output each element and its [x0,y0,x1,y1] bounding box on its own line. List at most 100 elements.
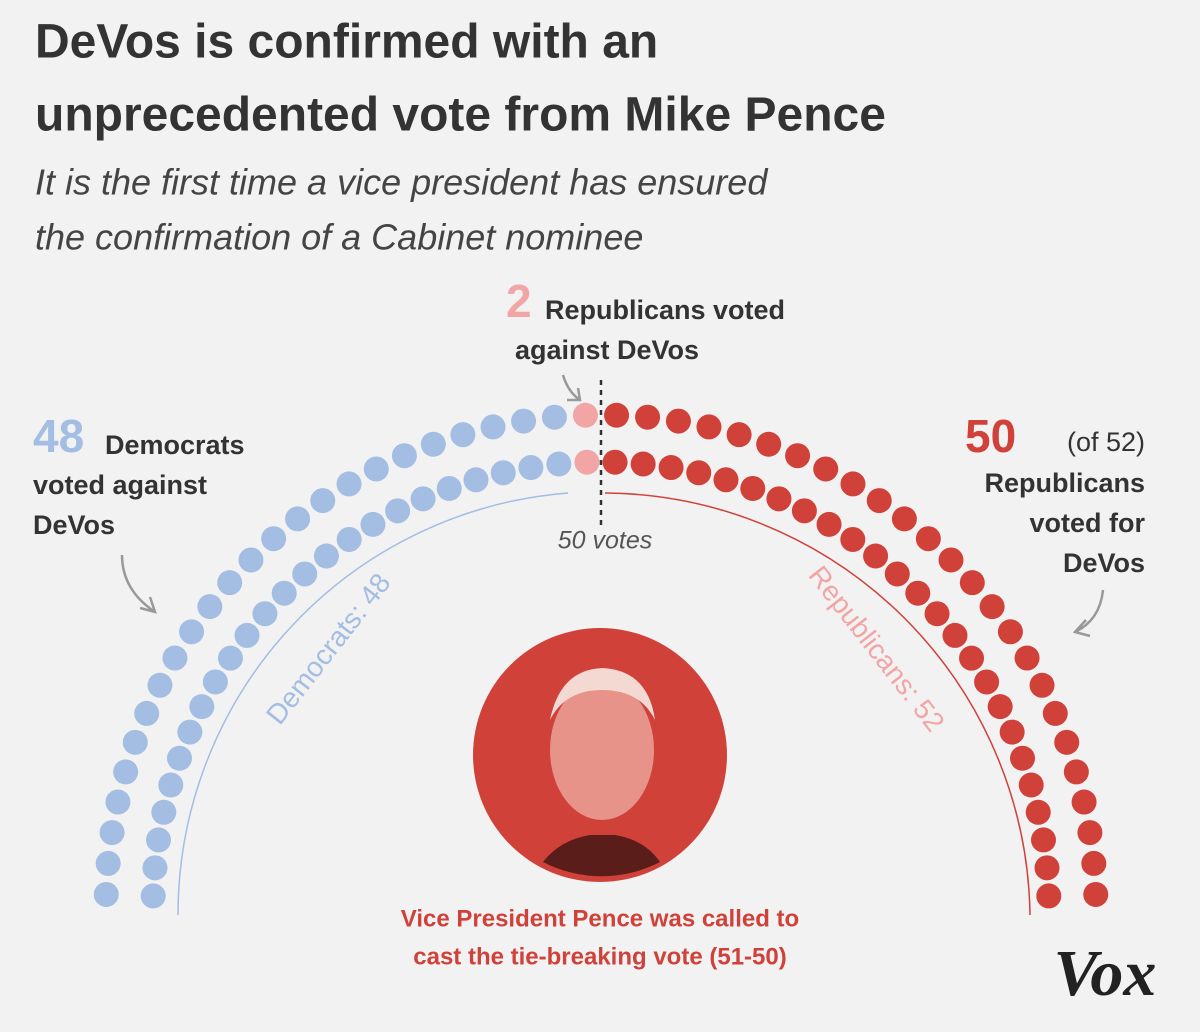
title: DeVos is confirmed with an [35,16,658,69]
seat [1018,772,1044,798]
seat [1034,855,1060,881]
seat [813,456,839,482]
arrows [120,374,1105,638]
seat [410,486,436,512]
seat [197,594,223,620]
seat [252,601,278,627]
seat [113,759,139,785]
seat [1029,672,1055,698]
seat [1077,820,1103,846]
seat [142,855,168,881]
seat [1014,645,1040,671]
annotation: DeVos [33,510,115,540]
seat [166,745,192,771]
seat [665,408,691,434]
seat [271,580,297,606]
count: 2 [506,275,532,327]
seat [630,451,656,477]
count: 48 [33,410,84,462]
seat [336,471,362,497]
seat [696,414,722,440]
seat [816,511,842,537]
seat [285,506,311,532]
seat [635,404,661,430]
seat [1042,700,1068,726]
seat [884,561,910,587]
seat [511,408,537,434]
dots [93,402,1109,909]
seat [1010,745,1036,771]
seat [572,402,598,428]
seat [1054,729,1080,755]
seat [518,455,544,481]
subtitle: It is the first time a vice president ha… [35,162,768,203]
seat [997,619,1023,645]
seat [1071,789,1097,815]
seat [1081,850,1107,876]
seat [147,672,173,698]
seat [360,511,386,537]
seat [480,414,506,440]
seat [238,547,264,573]
seat [541,404,567,430]
arc [604,492,1031,916]
seat [177,719,203,745]
seat [105,789,131,815]
seat [658,455,684,481]
seat [740,475,766,501]
count: 50 [965,410,1016,462]
seat [1063,759,1089,785]
threshold-label: 50 votes [558,527,653,555]
seat [959,570,985,596]
seat [158,772,184,798]
seat [134,700,160,726]
seat [436,475,462,501]
annotation: voted for [1029,508,1145,538]
annotation: DeVos [1063,548,1145,578]
seat [363,456,389,482]
seat [866,488,892,514]
seat [686,460,712,486]
seat [391,443,417,469]
seat [924,601,950,627]
seat [938,547,964,573]
subtitle: the confirmation of a Cabinet nominee [35,217,643,258]
seat [162,645,188,671]
seat [959,645,985,671]
annotation: Republicans [984,468,1145,498]
annotation: Republicans voted [545,295,785,325]
seat [179,619,205,645]
seat [310,488,336,514]
seat [385,498,411,524]
seat [942,622,968,648]
seat [1025,799,1051,825]
seat [95,850,121,876]
seat [122,729,148,755]
seat [261,526,287,552]
annotation: Democrats [105,430,245,460]
seat [574,449,600,475]
seat [840,471,866,497]
seat [840,526,866,552]
seat [602,449,628,475]
seat [313,543,339,569]
note: Vice President Pence was called to [401,905,799,932]
seat [234,622,260,648]
seat [863,543,889,569]
seat [336,526,362,552]
annotation: against DeVos [515,335,699,365]
note: cast the tie-breaking vote (51-50) [413,943,786,970]
seat [766,486,792,512]
seat [1083,881,1109,907]
title: unprecedented vote from Mike Pence [35,89,886,142]
seat [292,561,318,587]
seat [450,422,476,448]
seat [420,431,446,457]
seat [93,881,119,907]
seat [987,694,1013,720]
seat [726,422,752,448]
seat [915,526,941,552]
seat [791,498,817,524]
seat [140,883,166,909]
seat [1036,883,1062,909]
